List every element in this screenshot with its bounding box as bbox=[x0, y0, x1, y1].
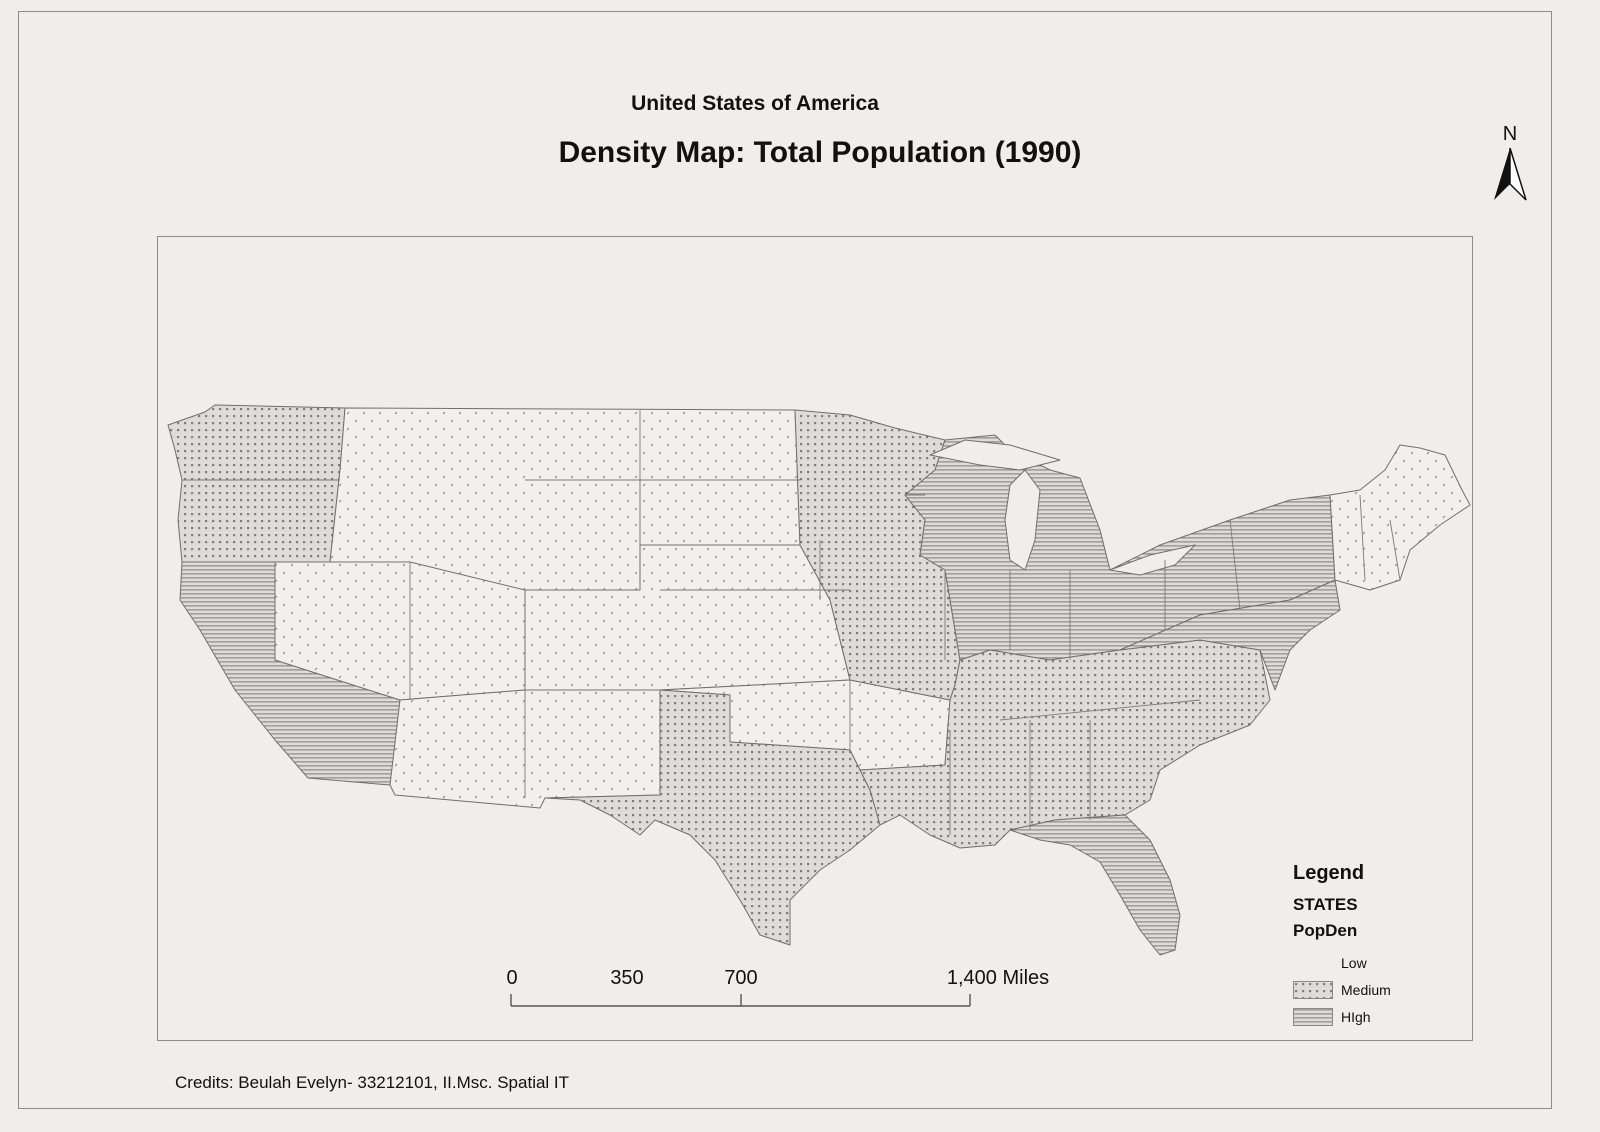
legend: Legend STATES PopDen Low Medium HIgh bbox=[1293, 862, 1463, 1030]
legend-swatch-high bbox=[1293, 1007, 1333, 1026]
region-texas bbox=[544, 689, 881, 946]
legend-field-name: PopDen bbox=[1293, 921, 1358, 940]
legend-title: Legend bbox=[1293, 862, 1365, 884]
map-subtitle: United States of America bbox=[631, 92, 879, 115]
legend-layer-name: STATES bbox=[1293, 895, 1358, 914]
region-west-coast-north bbox=[167, 404, 346, 563]
legend-swatch-medium bbox=[1293, 980, 1333, 999]
lake-michigan bbox=[1004, 469, 1041, 571]
legend-label-low: Low bbox=[1341, 954, 1367, 971]
north-arrow-label: N bbox=[1503, 123, 1517, 145]
scale-tick-0: 0 bbox=[506, 967, 517, 989]
legend-swatch-low bbox=[1293, 954, 1333, 972]
legend-label-medium: Medium bbox=[1341, 981, 1391, 998]
north-arrow-icon: N bbox=[1494, 123, 1527, 201]
map-canvas bbox=[167, 404, 1471, 956]
scale-tick-1400: 1,400 Miles bbox=[947, 967, 1049, 989]
legend-item-medium: Medium bbox=[1293, 976, 1463, 1003]
lake-superior bbox=[929, 439, 1061, 471]
legend-item-low: Low bbox=[1293, 949, 1463, 976]
scale-tick-700: 700 bbox=[724, 967, 757, 989]
legend-label-high: HIgh bbox=[1341, 1008, 1371, 1025]
layout-frame bbox=[18, 11, 1552, 1109]
region-florida bbox=[1009, 814, 1181, 956]
lake-erie bbox=[1109, 544, 1196, 576]
map-data-frame bbox=[157, 236, 1473, 1041]
region-mid-atlantic bbox=[1119, 579, 1341, 691]
map-title: Density Map: Total Population (1990) bbox=[558, 136, 1082, 169]
region-new-england bbox=[1329, 444, 1471, 591]
scale-tick-350: 350 bbox=[610, 967, 643, 989]
legend-item-high: HIgh bbox=[1293, 1003, 1463, 1030]
scale-bar: 0 350 700 1,400 Miles bbox=[506, 967, 1049, 1007]
credits-text: Credits: Beulah Evelyn- 33212101, II.Msc… bbox=[175, 1073, 570, 1092]
